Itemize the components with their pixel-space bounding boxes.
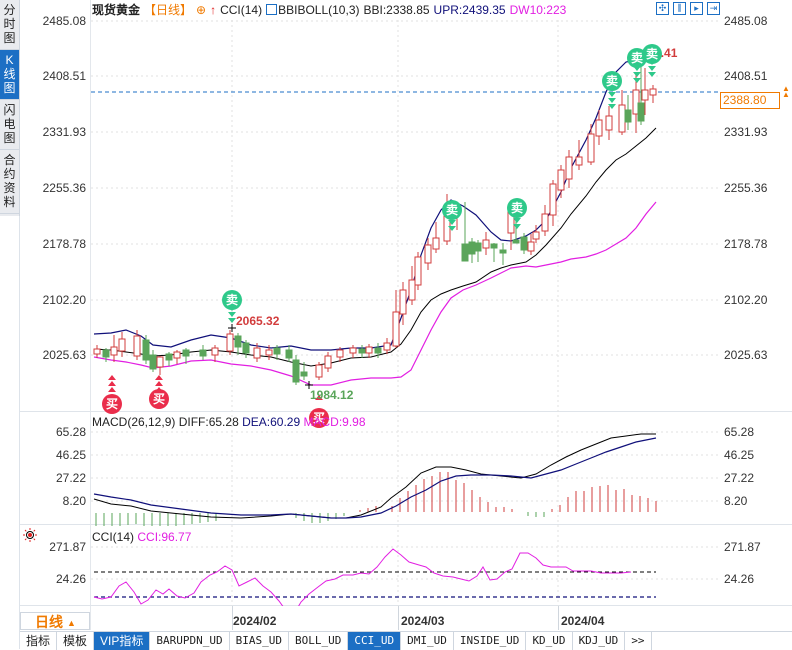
low-price-annotation: 1984.12 [310,388,354,402]
buy-signal-marker[interactable]: 买 [102,394,122,414]
macd-dea: DEA:60.29 [242,415,301,429]
candles [93,55,657,389]
x-tick [558,606,559,630]
macd-histogram [95,472,657,526]
tab-kd-ud[interactable]: KD_UD [526,632,573,650]
sidebar-tab-flash[interactable]: 闪电图 [0,100,19,150]
sidebar-tab-kline[interactable]: K线图 [0,50,19,100]
price-axis-label: 2485.08 [42,14,86,28]
chart-header: 现货黄金 【日线】 ⊕ ↑ CCI(14) BBIBOLL(10,3) BBI:2338.8… [92,2,570,18]
cci-value: CCI:96.77 [137,530,192,544]
price-axis-label-right: 2485.08 [724,14,768,28]
bbi-value: BBI:2338.85 [363,3,430,17]
buy-signal-marker[interactable]: 买 [149,389,169,409]
cci-axis-label: 24.26 [55,572,86,586]
cci-axis-label-right: 271.87 [724,540,761,554]
cci-axis-label: 271.87 [49,540,86,554]
price-axis-label-right: 2331.93 [724,125,768,139]
price-axis-label: 2178.78 [42,237,86,251]
macd-axis-label-right: 46.25 [724,448,755,462]
cci-header: CCI(14) CCI:96.77 [92,530,191,544]
tab-bias-ud[interactable]: BIAS_UD [230,632,289,650]
price-axis-label: 2102.20 [42,293,86,307]
macd-diff: DIFF:65.28 [178,415,239,429]
macd-axis-label: 46.25 [55,448,86,462]
zoom-out-icon[interactable]: ▸ [690,2,703,15]
tab-templates[interactable]: 模板 [57,632,95,650]
pane-divider[interactable] [20,411,792,412]
triangle-up-icon: ▲ [67,618,76,628]
zoom-in-icon[interactable]: ⫼ [673,2,686,15]
macd-value: MACD:9.98 [303,415,366,429]
tab-barupdn-ud[interactable]: BARUPDN_UD [150,632,230,650]
macd-axis-label-right: 65.28 [724,425,755,439]
sidebar: 分时图 K线图 闪电图 合约资料 [0,0,20,216]
dw-value: DW10:223 [509,3,567,17]
cci-title[interactable]: CCI(14) [92,530,135,544]
instrument-name: 现货黄金 [92,3,141,17]
tab-kdj-ud[interactable]: KDJ_UD [573,632,626,650]
crosshair-toggle-icon[interactable]: ⊕ [196,3,207,17]
price-axis-label-right: 2025.63 [724,348,768,362]
macd-axis-label-right: 8.20 [724,494,748,508]
sidebar-tab-timeshare[interactable]: 分时图 [0,0,19,50]
macd-axis-label: 65.28 [55,425,86,439]
x-tick [398,606,399,630]
macd-header: MACD(26,12,9) DIFF:65.28 DEA:60.29 MACD:… [92,415,366,429]
price-axis-label: 2025.63 [42,348,86,362]
tab-dmi-ud[interactable]: DMI_UD [401,632,454,650]
price-axis-label: 2331.93 [42,125,86,139]
chart-toolbar: ✣ ⫼ ▸ ⇥ [656,2,720,15]
price-up-icon: ▲ ▲ [782,84,790,99]
x-axis-label: 2024/03 [401,614,445,628]
cci-axis-label-right: 24.26 [724,572,755,586]
chart-line-icon [266,4,278,15]
high-price-annotation: 2065.32 [236,314,280,328]
sidebar-tab-contract-info[interactable]: 合约资料 [0,150,19,214]
tab-boll-ud[interactable]: BOLL_UD [289,632,349,650]
sidebar-blank [0,216,20,649]
tab-more-button[interactable]: >> [625,632,652,650]
tab-indicators[interactable]: 指标 [20,632,58,650]
macd-axis-label: 8.20 [62,494,86,508]
price-axis-label: 2255.36 [42,181,86,195]
period-label: 【日线】 [144,3,193,17]
pane-divider [20,605,792,606]
period-selector[interactable]: 日线 ▲ [20,612,90,630]
kline-chart[interactable] [91,0,721,606]
left-price-axis: 2485.08 2408.51 2331.93 2255.36 2178.78 … [20,0,91,630]
sell-signal-marker[interactable]: 卖 [507,198,527,218]
current-price-tag: 2388.80 [720,92,780,109]
up-arrow-icon: ↑ [210,3,217,17]
upr-value: UPR:2439.35 [433,3,506,17]
price-axis-label: 2408.51 [42,69,86,83]
indicator-tab-bar: 指标 模板 VIP指标 BARUPDN_UD BIAS_UD BOLL_UD C… [20,631,792,650]
sell-signal-marker[interactable]: 卖 [642,44,662,64]
price-axis-label-right: 2255.36 [724,181,768,195]
pane-divider[interactable] [20,524,792,525]
sell-signal-marker[interactable]: 卖 [442,200,462,220]
period-selector-label: 日线 [35,614,63,630]
macd-axis-label-right: 27.22 [724,471,755,485]
macd-axis-label: 27.22 [55,471,86,485]
indicator-bbiboll-label[interactable]: BBIBOLL(10,3) [278,3,360,17]
price-axis-label-right: 2178.78 [724,237,768,251]
tab-cci-ud[interactable]: CCI_UD [348,632,402,650]
crosshair-icon[interactable]: ✣ [656,2,669,15]
price-axis-label-right: 2102.20 [724,293,768,307]
indicator-cci-label[interactable]: CCI(14) [220,3,263,17]
macd-title[interactable]: MACD(26,12,9) [92,415,176,429]
settings-sun-icon[interactable] [23,528,37,542]
price-axis-label-right: 2408.51 [724,69,768,83]
buy-signal-marker[interactable]: 买 [309,408,329,428]
tab-inside-ud[interactable]: INSIDE_UD [454,632,527,650]
x-axis-label: 2024/04 [561,614,605,628]
x-tick [232,606,233,630]
scroll-right-icon[interactable]: ⇥ [707,2,720,15]
tab-vip-indicators[interactable]: VIP指标 [94,632,151,650]
x-axis-label: 2024/02 [233,614,277,628]
sell-signal-marker[interactable]: 卖 [222,290,242,310]
sell-signal-marker[interactable]: 卖 [602,71,622,91]
